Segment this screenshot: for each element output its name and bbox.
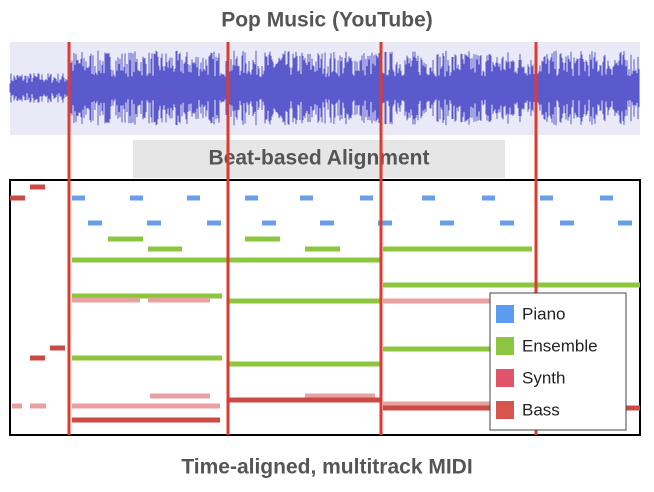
note xyxy=(422,195,435,201)
note xyxy=(560,220,574,226)
note xyxy=(500,220,514,226)
alignment-box xyxy=(133,140,505,178)
note xyxy=(383,246,532,252)
note xyxy=(187,195,200,201)
note xyxy=(72,257,380,263)
note xyxy=(440,220,454,226)
note xyxy=(130,195,143,201)
note xyxy=(72,417,220,423)
note xyxy=(383,346,490,352)
note xyxy=(50,345,65,351)
note xyxy=(147,220,161,226)
legend-label: Synth xyxy=(522,368,565,387)
note xyxy=(108,236,143,242)
legend-label: Ensemble xyxy=(522,336,598,355)
note xyxy=(383,282,640,288)
note xyxy=(30,403,46,409)
note xyxy=(148,297,210,303)
note xyxy=(482,195,495,201)
note xyxy=(88,220,102,226)
note xyxy=(229,361,380,367)
note xyxy=(245,195,258,201)
alignment-label: Beat-based Alignment xyxy=(209,147,430,170)
note xyxy=(72,293,222,299)
legend-label: Bass xyxy=(522,400,560,419)
note xyxy=(262,220,276,226)
legend: Piano Ensemble Synth Bass xyxy=(489,292,627,431)
note xyxy=(305,246,340,252)
note xyxy=(378,220,392,226)
note xyxy=(148,246,182,252)
caption: Time-aligned, multitrack MIDI xyxy=(181,456,472,479)
note xyxy=(30,184,45,190)
note xyxy=(72,355,222,361)
note xyxy=(72,403,220,409)
waveform xyxy=(9,50,640,126)
note xyxy=(300,195,313,201)
legend-label: Piano xyxy=(522,304,565,323)
waveform-trace xyxy=(9,50,640,126)
title: Pop Music (YouTube) xyxy=(221,9,433,32)
note xyxy=(229,298,380,304)
note xyxy=(383,401,490,407)
note xyxy=(360,195,373,201)
note xyxy=(540,195,553,201)
note xyxy=(383,298,490,304)
note xyxy=(320,220,334,226)
note xyxy=(305,393,375,399)
note xyxy=(207,220,221,226)
note xyxy=(245,236,280,242)
note xyxy=(72,297,140,303)
note xyxy=(228,397,380,403)
note xyxy=(10,195,25,201)
note xyxy=(30,355,45,361)
note xyxy=(600,195,613,201)
note xyxy=(12,403,22,409)
note xyxy=(618,220,632,226)
note xyxy=(72,195,85,201)
note xyxy=(150,393,210,399)
